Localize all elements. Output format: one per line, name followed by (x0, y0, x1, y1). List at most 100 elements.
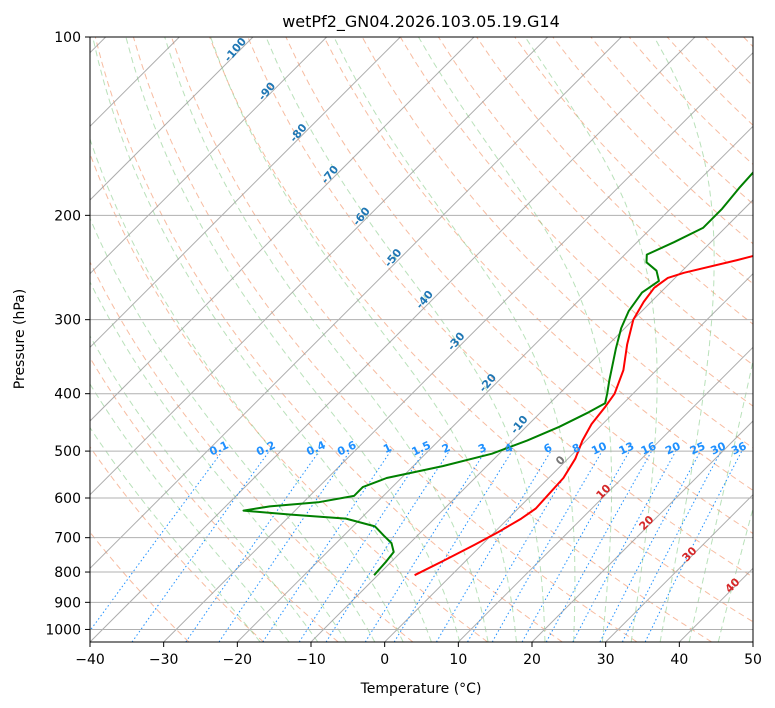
isotherm (531, 420, 753, 642)
moist-adiabat (717, 506, 753, 642)
dry-adiabat (90, 356, 339, 642)
isotherm (310, 199, 753, 642)
dry-adiabat (90, 260, 414, 642)
x-tick-label: −10 (296, 652, 326, 668)
dry-adiabat (90, 152, 488, 642)
moist-adiabat-label: -30 (445, 329, 468, 353)
moist-adiabat (90, 217, 376, 642)
x-tick-label: 10 (449, 652, 467, 668)
dry-adiabat-label: 30 (680, 544, 700, 564)
moist-adiabat (688, 358, 753, 642)
moist-adiabat-label: -10 (508, 413, 531, 437)
plot-frame (89, 36, 754, 643)
moist-adiabat (90, 426, 261, 642)
x-tick-label: 50 (744, 652, 762, 668)
isotherm (457, 346, 753, 642)
mixing-ratio-line (393, 450, 513, 642)
sounding-lines (242, 171, 753, 577)
moist-adiabat-label: -20 (476, 371, 499, 395)
x-tick-label: −20 (223, 652, 253, 668)
y-axis-label: Pressure (hPa) (12, 289, 28, 389)
mixing-ratio-label: 0.1 (207, 439, 230, 459)
moist-adiabat (418, 37, 613, 642)
mixing-ratio-label: 13 (617, 439, 636, 457)
y-tick-label: 100 (54, 30, 81, 46)
x-axis-label: Temperature (°C) (360, 681, 482, 697)
dry-adiabat-label: 40 (723, 575, 743, 595)
y-tick-label: 1000 (45, 622, 81, 638)
mixing-ratio-label: 4 (503, 441, 516, 456)
mixing-ratio-line (325, 450, 450, 642)
isotherm (90, 37, 696, 642)
mixing-ratio-label: 25 (688, 439, 707, 457)
dry-adiabat (323, 37, 753, 491)
x-tick-label: 0 (380, 652, 389, 668)
moist-adiabat-label: -70 (319, 163, 342, 187)
moist-adiabat-label: -100 (221, 35, 249, 65)
line-labels: 0.1 0.2 0.4 0.6 1 1.5 2 3 4 6 8 10 13 16 20 25 30 36-100-… (207, 35, 749, 596)
moist-adiabat (90, 137, 404, 642)
x-tick-label: 20 (523, 652, 541, 668)
dry-adiabat (247, 37, 753, 578)
dry-adiabat (285, 37, 753, 535)
dry-adiabat (90, 446, 264, 642)
y-tick-label: 400 (54, 387, 81, 403)
mixing-ratio-line (298, 450, 425, 642)
mixing-ratio-label: 10 (589, 439, 609, 457)
chart-title: wetPf2_GN04.2026.103.05.19.G14 (282, 12, 560, 32)
moist-adiabat (125, 37, 461, 642)
mixing-ratio-line (90, 450, 223, 632)
mixing-ratio-label: 30 (709, 439, 729, 457)
y-tick-label: 500 (54, 444, 81, 460)
mixing-ratio-label: 1.5 (410, 439, 433, 459)
background-lines (90, 37, 753, 642)
dry-adiabat (94, 37, 563, 642)
mixing-ratio-label: 20 (663, 439, 683, 457)
isotherm (90, 37, 549, 496)
moist-adiabat (333, 37, 576, 642)
x-tick-label: −40 (75, 652, 105, 668)
isotherm (90, 37, 401, 349)
mixing-ratio-line (644, 450, 743, 642)
moist-adiabat (90, 280, 347, 642)
dry-adiabat (437, 37, 753, 366)
mixing-ratio-line (185, 450, 320, 642)
moist-adiabat (653, 37, 715, 642)
isotherm (163, 51, 753, 642)
moist-adiabat (265, 37, 546, 642)
isotherm (90, 37, 254, 201)
mixing-ratio-line (545, 450, 653, 642)
dry-adiabat (743, 37, 753, 48)
dry-adiabat-label: 10 (594, 482, 614, 502)
isotherm (605, 493, 753, 642)
y-tick-label: 900 (54, 595, 81, 611)
mixing-ratio-label: 0.6 (335, 438, 358, 458)
isotherm (384, 272, 753, 642)
dry-adiabat (90, 531, 190, 642)
dry-adiabat (514, 37, 753, 285)
y-tick-label: 600 (54, 491, 81, 507)
mixing-ratio-label: 16 (639, 439, 659, 457)
moist-adiabat (90, 383, 290, 642)
isotherm (90, 37, 622, 570)
mixing-ratio-line (262, 450, 392, 642)
mixing-ratio-label: 36 (729, 439, 749, 457)
mixing-ratio-line (218, 450, 351, 642)
isotherm (236, 125, 753, 642)
dry-adiabat (704, 37, 753, 87)
mixing-ratio-line (599, 450, 701, 642)
moist-adiabat (210, 37, 517, 642)
mixing-ratio-label: 6 (542, 441, 555, 456)
moist-adiabat (164, 37, 489, 642)
mixing-ratio-label: 2 (440, 441, 452, 456)
pressure-grid (90, 37, 753, 630)
dry-adiabat (209, 37, 753, 623)
mixing-ratio-label: 0.2 (254, 439, 277, 459)
moist-adiabat-label: -90 (256, 79, 279, 103)
moist-adiabat-label: -60 (350, 204, 373, 228)
dry-adiabat-label: 20 (637, 513, 657, 533)
y-tick-label: 800 (54, 565, 81, 581)
isotherm (90, 37, 475, 422)
